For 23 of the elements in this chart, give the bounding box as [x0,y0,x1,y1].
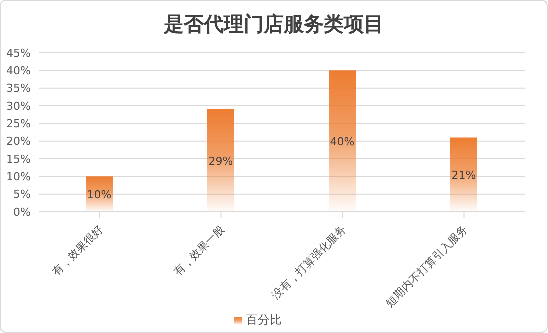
y-tick-label: 30% [6,100,31,113]
x-tick-label: 没有，打算强化服务 [270,222,349,302]
bar [208,110,234,212]
data-label: 40% [330,135,355,148]
y-tick-label: 40% [6,64,31,78]
x-tick-label: 有，效果一般 [172,222,228,279]
legend-label: 百分比 [246,313,282,327]
y-tick-label: 25% [6,118,31,131]
bar [450,138,478,212]
x-tick-label: 有，效果很好 [50,222,106,279]
data-label: 10% [87,188,112,202]
bar [329,70,356,212]
y-tick-label: 15% [6,152,31,166]
y-tick-label: 45% [6,46,31,60]
data-label: 29% [208,154,234,168]
y-tick-label: 5% [14,188,31,202]
y-tick-label: 10% [6,170,31,184]
y-tick-label: 0% [14,206,31,219]
y-tick-label: 35% [6,82,31,96]
data-label: 21% [452,168,476,182]
x-tick-label: 短期内不打算引入服务 [383,222,470,310]
y-tick-label: 20% [6,135,31,148]
chart-title: 是否代理门店服务类项目 [163,11,385,38]
